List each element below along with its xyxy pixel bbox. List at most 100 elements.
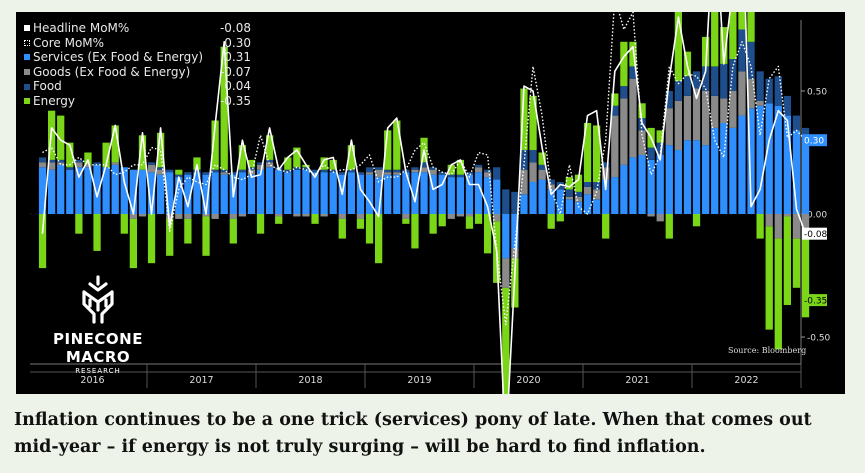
bar-segment	[729, 12, 737, 60]
bar-segment	[692, 140, 701, 214]
legend-item-services: Services (Ex Food & Energy) 0.31	[24, 50, 251, 65]
bar-segment	[275, 169, 283, 214]
bar-segment	[256, 162, 265, 165]
bar-segment	[420, 167, 428, 173]
bar-segment	[520, 194, 528, 214]
bar-segment	[84, 167, 92, 214]
bar-segment	[511, 214, 519, 249]
bar-segment	[611, 115, 619, 178]
legend-label: Goods (Ex Food & Energy)	[33, 64, 191, 79]
bar-segment	[429, 214, 437, 234]
bar-segment	[565, 196, 574, 200]
bar-segment	[620, 86, 628, 99]
bar-segment	[583, 182, 592, 187]
end-label-box	[802, 134, 827, 147]
bar-segment	[674, 100, 683, 151]
bar-segment	[175, 169, 183, 175]
bar-segment	[138, 169, 147, 214]
bar-segment	[311, 169, 319, 173]
bar-segment	[347, 172, 356, 214]
bar-segment	[465, 214, 474, 217]
bar-segment	[547, 179, 555, 185]
bar-segment	[265, 135, 274, 160]
bar-segment	[720, 63, 728, 99]
bar-segment	[511, 191, 519, 214]
bar-segment	[84, 164, 92, 168]
bar-segment	[738, 115, 746, 214]
bar-segment	[474, 214, 483, 224]
bar-segment	[184, 218, 192, 244]
bar-segment	[374, 169, 383, 178]
legend-swatch-goods	[24, 69, 30, 76]
bar-segment	[592, 182, 601, 190]
bar-segment	[193, 157, 201, 170]
bar-segment	[747, 78, 755, 109]
bar-segment	[801, 137, 810, 214]
bar-segment	[438, 172, 446, 175]
bar-segment	[247, 159, 256, 168]
bar-segment	[792, 238, 801, 288]
bar-segment	[365, 174, 374, 214]
bar-segment	[256, 214, 265, 234]
bar-segment	[647, 147, 655, 160]
bar-segment	[138, 135, 147, 170]
bar-segment	[411, 214, 419, 249]
bar-segment	[147, 214, 156, 264]
bar-segment	[238, 172, 247, 214]
bar-segment	[620, 41, 628, 87]
bar-segment	[356, 214, 365, 219]
cpi-breakdown-chart: 1.501.000.500.00-0.50-1.0020162017201820…	[30, 12, 831, 394]
bar-segment	[47, 162, 56, 170]
bar-segment	[156, 132, 165, 168]
bar-segment	[783, 214, 792, 217]
bar-segment	[665, 91, 673, 109]
bar-segment	[320, 169, 328, 173]
bar-segment	[447, 174, 455, 178]
bar-segment	[356, 174, 365, 214]
bar-segment	[456, 174, 465, 178]
bar-segment	[520, 150, 528, 170]
bar-segment	[729, 127, 737, 214]
bar-segment	[384, 169, 392, 173]
bar-segment	[602, 162, 610, 168]
bar-segment	[284, 169, 292, 173]
end-label: -0.08	[804, 230, 828, 240]
bar-segment	[574, 201, 583, 214]
bar-segment	[166, 218, 174, 256]
bar-segment	[747, 108, 755, 214]
bar-segment	[620, 98, 628, 165]
bar-segment	[129, 218, 138, 269]
bar-segment	[275, 216, 283, 224]
bar-segment	[611, 105, 619, 116]
bar-segment	[620, 164, 628, 214]
pinecone-macro-logo: PINECONE MACRO RESEARCH	[28, 274, 168, 375]
bar-segment	[175, 174, 183, 178]
legend-item-energy: Energy -0.35	[24, 94, 251, 109]
bar-segment	[756, 100, 764, 106]
bar-segment	[202, 172, 210, 175]
bar-segment	[565, 199, 574, 214]
legend-item-core: Core MoM% 0.30	[24, 36, 251, 51]
bar-segment	[38, 157, 47, 163]
bar-segment	[374, 214, 383, 264]
bar-segment	[75, 214, 83, 234]
bar-segment	[229, 218, 237, 244]
y-tick-label: 0.00	[807, 211, 827, 221]
bar-segment	[38, 162, 47, 168]
bar-segment	[320, 157, 328, 170]
bar-segment	[574, 191, 583, 197]
bar-segment	[147, 162, 156, 165]
bar-segment	[374, 167, 383, 170]
bar-segment	[783, 216, 792, 306]
bar-segment	[783, 95, 792, 116]
bar-segment	[238, 214, 247, 217]
bar-segment	[420, 172, 428, 214]
bar-segment	[311, 172, 319, 214]
bar-segment	[175, 177, 183, 214]
bar-segment	[429, 167, 437, 170]
bar-segment	[193, 169, 201, 173]
bar-segment	[729, 59, 737, 91]
bar-segment	[247, 167, 256, 170]
bar-segment	[329, 159, 337, 170]
bar-segment	[202, 214, 210, 217]
